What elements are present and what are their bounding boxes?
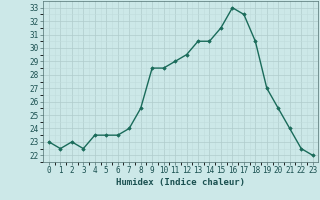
X-axis label: Humidex (Indice chaleur): Humidex (Indice chaleur) <box>116 178 245 187</box>
